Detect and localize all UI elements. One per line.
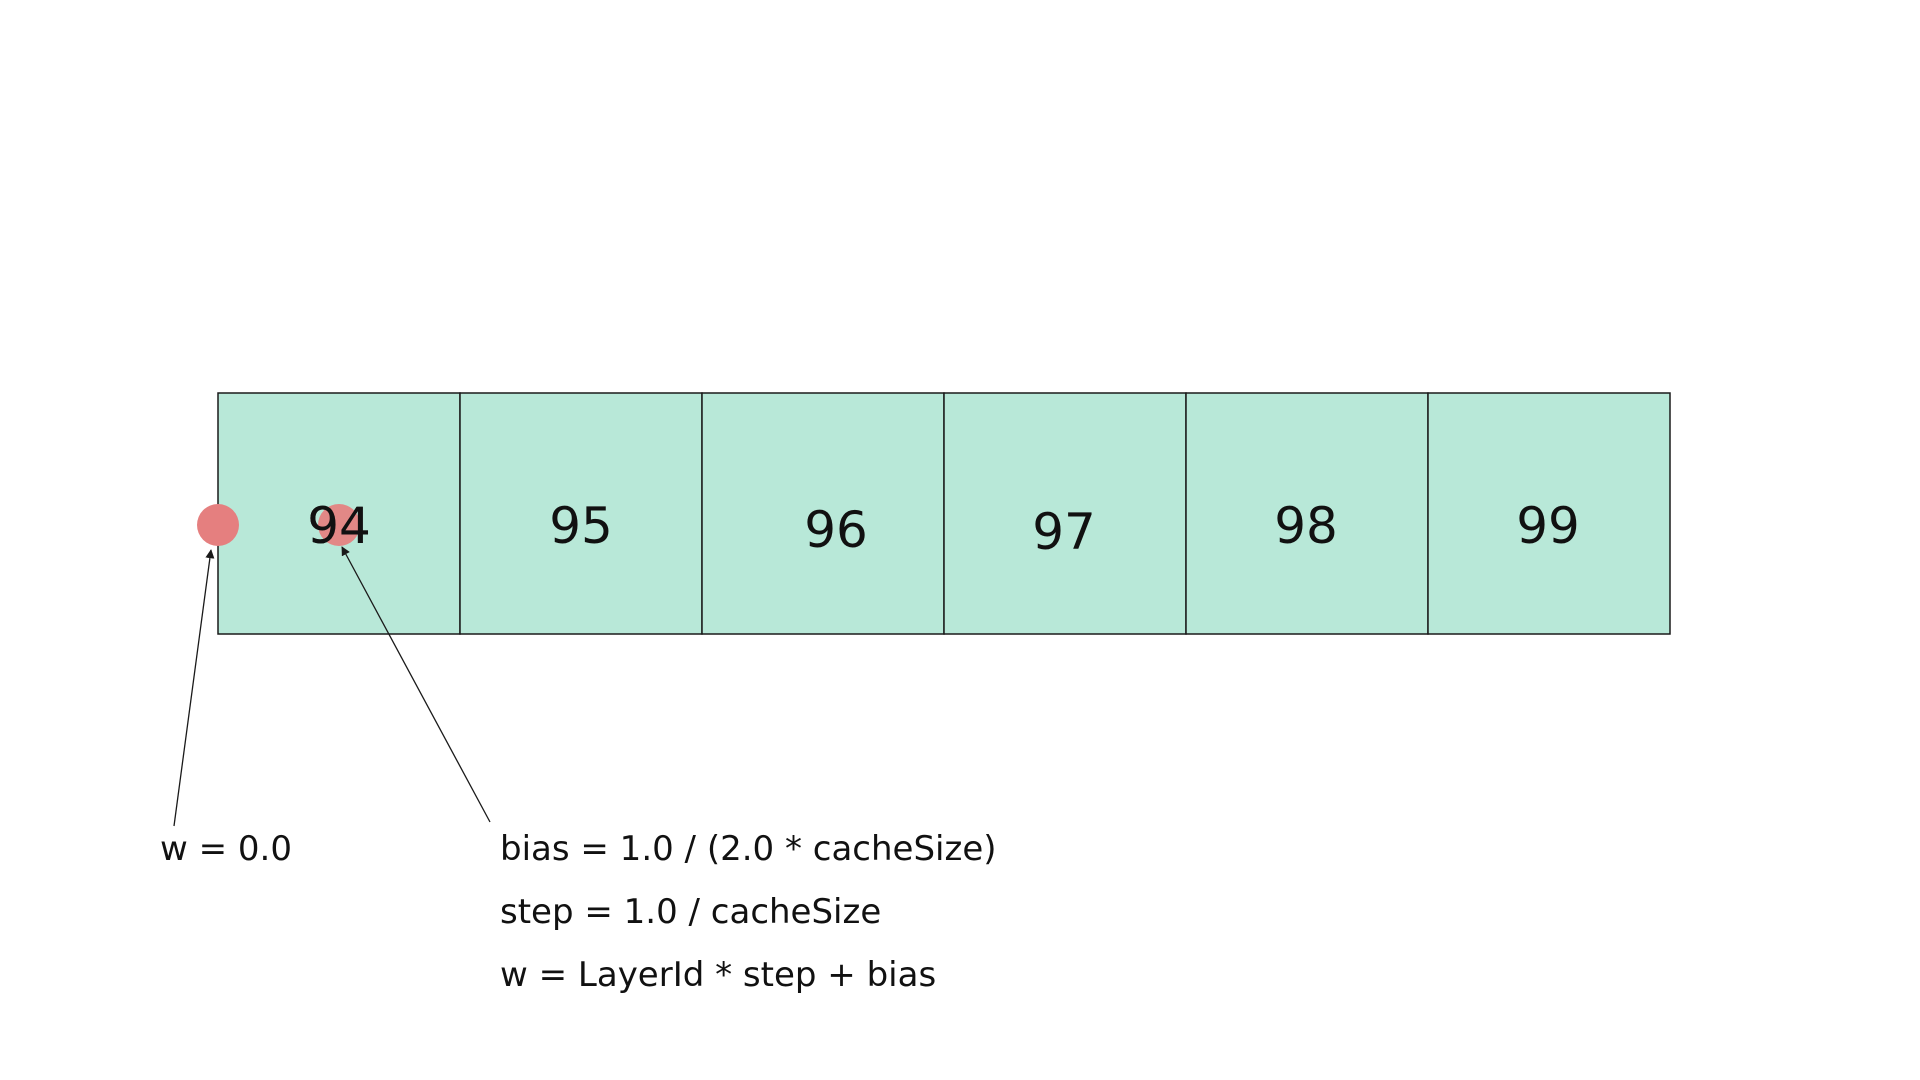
cell-99: 99 [1427, 392, 1671, 635]
cell-98-box [1185, 392, 1429, 635]
left-edge-leader-arrow [173, 549, 215, 827]
center-marker [318, 504, 360, 546]
cell-95: 95 [459, 392, 703, 635]
cell-row: 94 95 96 97 98 99 [217, 392, 1671, 635]
cell-99-box [1427, 392, 1671, 635]
cell-98: 98 [1185, 392, 1429, 635]
left-edge-marker [197, 504, 239, 546]
bias-formula: bias = 1.0 / (2.0 * cacheSize) [500, 829, 997, 869]
cell-95-box [459, 392, 703, 635]
cell-96-label: 96 [804, 501, 868, 559]
cell-94-label-overlay: 94 [307, 497, 371, 555]
cell-98-label: 98 [1274, 497, 1338, 555]
formula-block: bias = 1.0 / (2.0 * cacheSize) step = 1.… [500, 832, 997, 1021]
cell-96-box [701, 392, 945, 635]
cell-97-label: 97 [1032, 503, 1096, 561]
left-edge-weight-label: w = 0.0 [160, 829, 292, 869]
step-formula: step = 1.0 / cacheSize [500, 892, 882, 932]
cell-97: 97 [943, 392, 1187, 635]
weight-formula: w = LayerId * step + bias [500, 955, 937, 995]
cell-97-box [943, 392, 1187, 635]
cell-99-label: 99 [1516, 497, 1580, 555]
cell-95-label: 95 [549, 497, 613, 555]
cell-96: 96 [701, 392, 945, 635]
center-leader-arrow [341, 546, 491, 823]
